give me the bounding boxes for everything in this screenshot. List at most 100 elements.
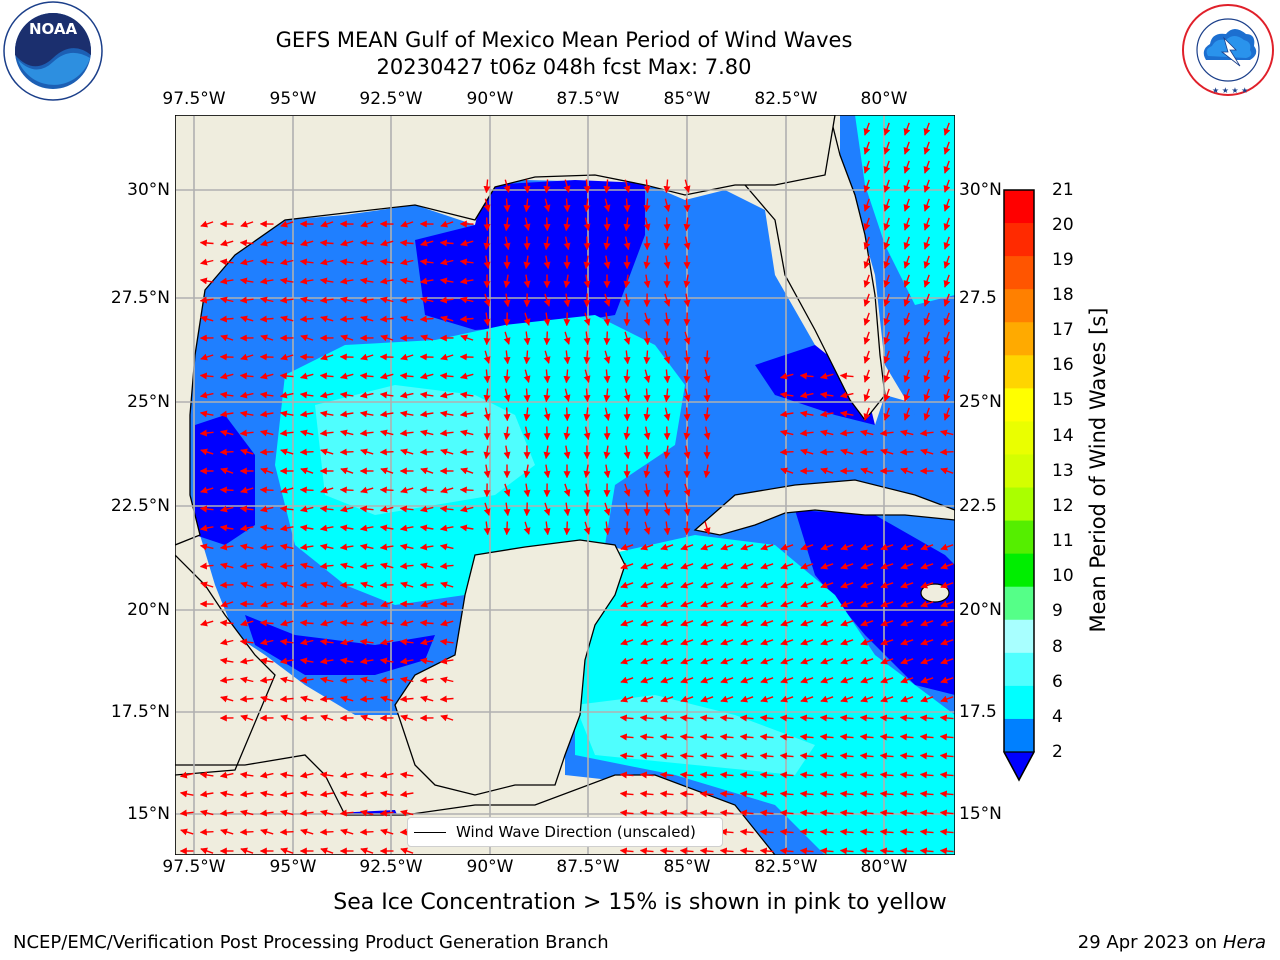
wind-wave-arrow bbox=[400, 353, 414, 361]
wind-wave-arrow bbox=[919, 847, 934, 855]
wind-wave-arrow bbox=[943, 141, 951, 155]
wind-wave-arrow bbox=[199, 277, 214, 285]
wind-wave-arrow bbox=[943, 274, 951, 288]
wind-wave-arrow bbox=[339, 809, 354, 817]
wind-wave-arrow bbox=[863, 293, 871, 307]
wind-wave-arrow bbox=[239, 505, 254, 513]
wind-wave-arrow bbox=[483, 331, 491, 346]
wind-wave-arrow bbox=[759, 771, 774, 779]
wind-wave-arrow bbox=[320, 714, 334, 722]
wind-wave-arrow bbox=[483, 179, 491, 194]
us-coast-land bbox=[175, 115, 836, 546]
wind-wave-arrow bbox=[663, 217, 671, 232]
wind-wave-arrow bbox=[200, 486, 214, 494]
wind-wave-arrow bbox=[720, 543, 734, 551]
wind-wave-arrow bbox=[420, 296, 434, 304]
wind-wave-arrow bbox=[923, 236, 931, 250]
wind-wave-arrow bbox=[260, 505, 274, 513]
florida-land bbox=[703, 115, 886, 422]
colorbar-segment bbox=[1004, 322, 1034, 356]
wind-wave-arrow bbox=[680, 657, 694, 665]
wind-wave-arrow bbox=[899, 847, 914, 855]
wind-wave-arrow bbox=[440, 486, 454, 494]
wind-wave-arrow bbox=[399, 429, 414, 437]
wind-wave-arrow bbox=[199, 790, 214, 798]
wind-wave-arrow bbox=[623, 331, 631, 345]
lat-label-left: 25°N bbox=[127, 392, 170, 412]
wind-wave-arrow bbox=[680, 638, 694, 646]
wind-wave-arrow bbox=[919, 429, 934, 437]
wind-wave-arrow bbox=[583, 217, 591, 231]
wind-wave-arrow bbox=[280, 220, 294, 228]
wind-wave-arrow bbox=[900, 467, 914, 475]
wind-wave-arrow bbox=[720, 676, 734, 684]
wind-wave-arrow bbox=[943, 122, 951, 136]
wind-wave-arrow bbox=[300, 429, 314, 437]
wind-wave-arrow bbox=[360, 315, 374, 323]
wind-wave-arrow bbox=[899, 733, 914, 741]
wind-wave-arrow bbox=[683, 426, 691, 441]
wind-wave-arrow bbox=[780, 562, 794, 570]
wind-wave-arrow bbox=[603, 445, 611, 460]
wind-wave-arrow bbox=[279, 391, 294, 399]
footer-host: Hera bbox=[1222, 932, 1266, 953]
wind-wave-arrow bbox=[720, 619, 734, 627]
wind-wave-arrow bbox=[643, 198, 651, 213]
wind-wave-arrow bbox=[939, 809, 954, 817]
wind-wave-arrow bbox=[440, 714, 454, 722]
wind-wave-arrow bbox=[719, 771, 734, 779]
wind-wave-arrow bbox=[819, 847, 834, 855]
colorbar-segment bbox=[1004, 388, 1034, 422]
wind-wave-arrow bbox=[380, 600, 394, 608]
wind-wave-arrow bbox=[459, 277, 474, 285]
wind-wave-arrow bbox=[819, 809, 834, 817]
wind-wave-arrow bbox=[400, 448, 414, 456]
wind-wave-arrow bbox=[720, 638, 734, 646]
wind-wave-arrow bbox=[300, 562, 314, 570]
wind-wave-arrow bbox=[179, 790, 194, 798]
wind-wave-arrow bbox=[200, 847, 214, 855]
wind-wave-arrow bbox=[259, 619, 274, 627]
wind-wave-arrow bbox=[360, 714, 374, 722]
wind-wave-arrow bbox=[563, 521, 571, 536]
wind-wave-arrow bbox=[359, 790, 374, 798]
wind-wave-arrow bbox=[819, 714, 834, 722]
wind-wave-arrow bbox=[240, 486, 254, 494]
wind-wave-arrow bbox=[663, 350, 671, 364]
wind-wave-arrow bbox=[319, 638, 334, 646]
wind-wave-arrow bbox=[660, 657, 674, 665]
wind-wave-arrow bbox=[359, 391, 374, 399]
wind-wave-arrow bbox=[660, 619, 674, 627]
wind-wave-arrow bbox=[583, 426, 591, 441]
wind-wave-arrow bbox=[720, 657, 734, 665]
wind-wave-arrow bbox=[300, 505, 314, 513]
wind-wave-arrow bbox=[563, 426, 571, 441]
wind-wave-arrow bbox=[419, 657, 434, 665]
lon-label-bottom: 80°W bbox=[860, 857, 908, 877]
wind-wave-arrow bbox=[219, 486, 234, 494]
colorbar-tick: 9 bbox=[1052, 601, 1063, 621]
wind-wave-arrow bbox=[819, 771, 834, 779]
wind-wave-arrow bbox=[603, 407, 611, 421]
wind-wave-arrow bbox=[619, 771, 634, 779]
wind-wave-arrow bbox=[640, 543, 654, 551]
wind-wave-arrow bbox=[279, 524, 294, 532]
wind-wave-arrow bbox=[179, 809, 194, 817]
colorbar-segment bbox=[1004, 223, 1034, 257]
wind-wave-arrow bbox=[940, 600, 954, 608]
wind-wave-arrow bbox=[683, 407, 691, 422]
wind-wave-arrow bbox=[679, 809, 694, 817]
wind-wave-arrow bbox=[239, 790, 254, 798]
wind-wave-arrow bbox=[379, 809, 394, 817]
wind-wave-arrow bbox=[943, 331, 951, 345]
wind-wave-arrow bbox=[899, 752, 914, 760]
wind-wave-arrow bbox=[200, 315, 214, 323]
wind-wave-arrow bbox=[860, 676, 874, 684]
wind-wave-arrow bbox=[360, 258, 374, 266]
wind-wave-arrow bbox=[563, 274, 571, 289]
wind-wave-arrow bbox=[299, 315, 314, 323]
wind-wave-arrow bbox=[359, 771, 374, 779]
wind-wave-arrow bbox=[299, 657, 314, 665]
wind-wave-arrow bbox=[879, 828, 894, 836]
wind-wave-arrow bbox=[819, 790, 834, 798]
